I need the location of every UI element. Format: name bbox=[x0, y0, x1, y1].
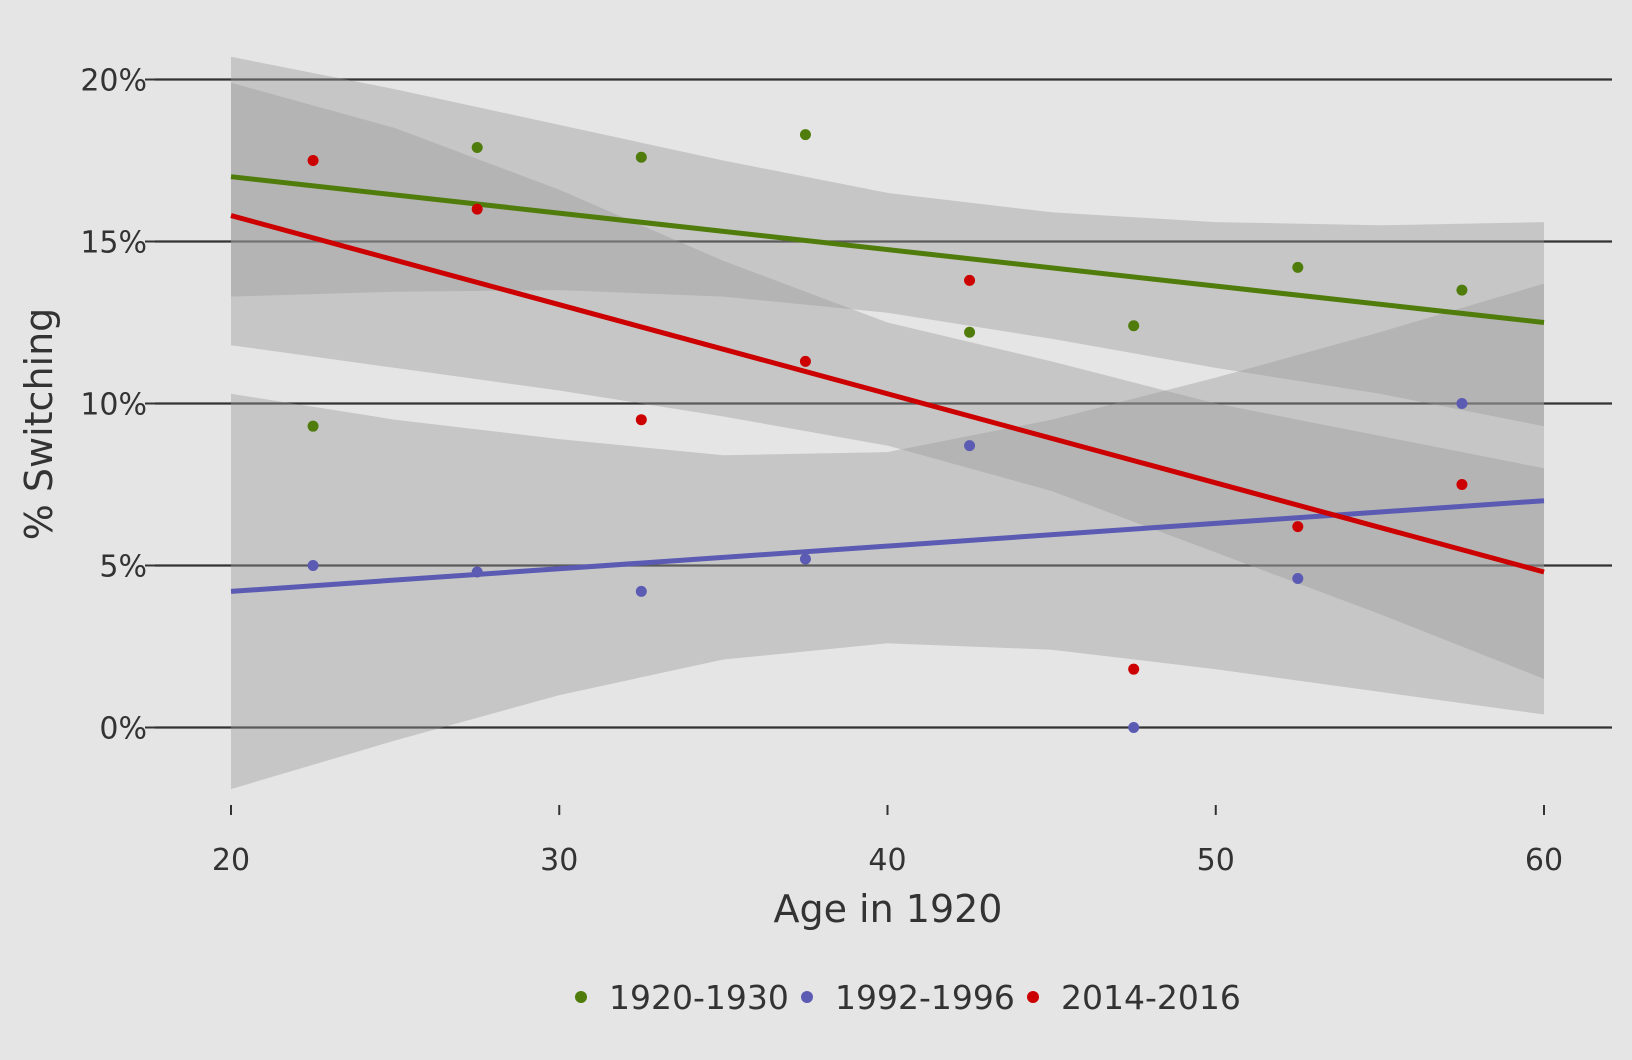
data-point bbox=[1128, 722, 1140, 733]
y-tick-label: 10% bbox=[80, 388, 147, 423]
x-tick-label: 60 bbox=[1525, 843, 1563, 878]
data-point bbox=[471, 203, 483, 215]
grid-lines bbox=[155, 78, 1612, 729]
x-tick-label: 20 bbox=[212, 843, 250, 878]
data-point bbox=[1456, 284, 1468, 296]
legend-item: 1992-1996 bbox=[801, 978, 1015, 1017]
legend-label: 2014-2016 bbox=[1061, 978, 1241, 1017]
data-point bbox=[799, 355, 811, 367]
data-point bbox=[1292, 572, 1304, 584]
x-axis-title: Age in 1920 bbox=[773, 887, 1002, 931]
confidence-band bbox=[231, 82, 1544, 679]
data-point bbox=[1456, 398, 1468, 409]
trend-line bbox=[230, 174, 1545, 325]
data-point bbox=[964, 440, 976, 452]
trend-lines bbox=[230, 174, 1545, 594]
x-tick-label: 50 bbox=[1197, 843, 1235, 878]
y-axis-title: % Switching bbox=[17, 308, 61, 541]
legend-item: 2014-2016 bbox=[1027, 978, 1241, 1017]
y-tick-label: 5% bbox=[99, 550, 147, 585]
confidence-band bbox=[231, 283, 1544, 790]
data-point bbox=[307, 420, 319, 432]
data-point bbox=[635, 414, 647, 426]
x-tick-label: 30 bbox=[540, 843, 578, 878]
data-point bbox=[635, 151, 647, 163]
legend-marker bbox=[801, 991, 813, 1003]
confidence-bands bbox=[231, 56, 1544, 790]
y-tick-label: 0% bbox=[99, 712, 147, 747]
x-axis-ticks: 20 30 40 50 60 bbox=[212, 805, 1563, 878]
data-point bbox=[1128, 320, 1140, 332]
data-point bbox=[1456, 479, 1468, 490]
y-tick-label: 20% bbox=[80, 64, 147, 99]
y-tick-label: 15% bbox=[80, 226, 147, 261]
data-point bbox=[635, 585, 647, 597]
legend-marker bbox=[1027, 991, 1039, 1003]
legend: 1920-1930 1992-1996 2014-2016 bbox=[575, 978, 1241, 1017]
confidence-band bbox=[231, 56, 1544, 427]
data-point bbox=[799, 129, 811, 141]
data-point bbox=[964, 326, 976, 338]
data-point bbox=[307, 560, 319, 571]
trend-line bbox=[230, 498, 1545, 594]
data-point bbox=[471, 142, 483, 154]
data-point bbox=[1292, 521, 1304, 533]
data-point bbox=[799, 553, 811, 565]
data-point bbox=[1128, 663, 1140, 675]
legend-item: 1920-1930 bbox=[575, 978, 789, 1017]
legend-label: 1992-1996 bbox=[835, 978, 1015, 1017]
data-point bbox=[1292, 261, 1304, 273]
data-point bbox=[964, 274, 976, 286]
data-point bbox=[471, 566, 483, 578]
data-points bbox=[307, 129, 1468, 733]
x-tick-label: 40 bbox=[868, 843, 906, 878]
data-point bbox=[307, 155, 319, 166]
trend-line bbox=[230, 213, 1545, 575]
legend-marker bbox=[575, 991, 587, 1003]
y-axis-ticks: 0% 5% 10% 15% 20% bbox=[80, 64, 155, 747]
legend-label: 1920-1930 bbox=[609, 978, 789, 1017]
